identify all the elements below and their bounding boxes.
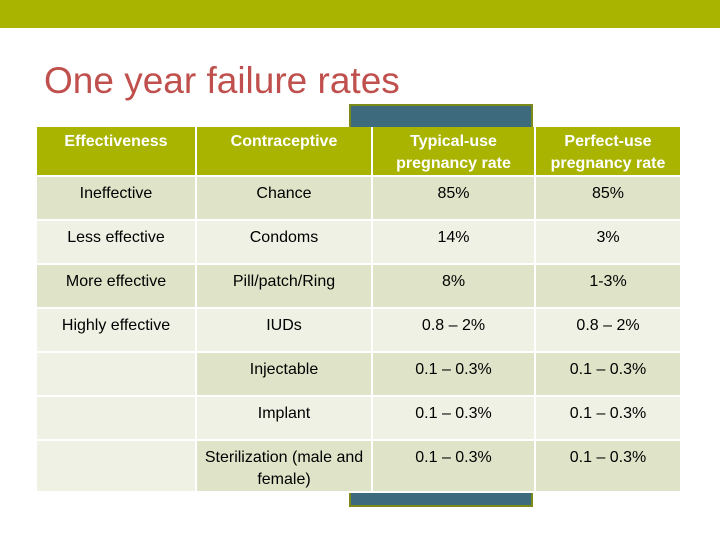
cell-effectiveness: More effective — [37, 265, 197, 309]
cell-contraceptive: Condoms — [197, 221, 373, 265]
cell-typical: 0.8 – 2% — [373, 309, 536, 353]
cell-perfect: 0.8 – 2% — [536, 309, 682, 353]
cell-typical: 8% — [373, 265, 536, 309]
slide-title: One year failure rates — [44, 60, 400, 101]
header-effectiveness: Effectiveness — [37, 127, 197, 177]
table-header-row: Effectiveness Contraceptive Typical-use … — [37, 127, 682, 177]
cell-contraceptive: Implant — [197, 397, 373, 441]
cell-perfect: 3% — [536, 221, 682, 265]
cell-effectiveness: Ineffective — [37, 177, 197, 221]
table-row: Highly effective IUDs 0.8 – 2% 0.8 – 2% — [37, 309, 682, 353]
cell-effectiveness — [37, 353, 197, 397]
cell-typical: 0.1 – 0.3% — [373, 353, 536, 397]
table-row: Injectable 0.1 – 0.3% 0.1 – 0.3% — [37, 353, 682, 397]
cell-effectiveness — [37, 441, 197, 493]
cell-contraceptive: Injectable — [197, 353, 373, 397]
cell-typical: 85% — [373, 177, 536, 221]
table-row: More effective Pill/patch/Ring 8% 1-3% — [37, 265, 682, 309]
header-contraceptive: Contraceptive — [197, 127, 373, 177]
cell-effectiveness: Less effective — [37, 221, 197, 265]
top-accent-bar — [0, 0, 720, 28]
table-row: Sterilization (male and female) 0.1 – 0.… — [37, 441, 682, 493]
cell-effectiveness: Highly effective — [37, 309, 197, 353]
header-typical-use: Typical-use pregnancy rate — [373, 127, 536, 177]
table-row: Ineffective Chance 85% 85% — [37, 177, 682, 221]
table-row: Implant 0.1 – 0.3% 0.1 – 0.3% — [37, 397, 682, 441]
header-perfect-use: Perfect-use pregnancy rate — [536, 127, 682, 177]
table-row: Less effective Condoms 14% 3% — [37, 221, 682, 265]
cell-perfect: 1-3% — [536, 265, 682, 309]
cell-typical: 0.1 – 0.3% — [373, 441, 536, 493]
cell-perfect: 0.1 – 0.3% — [536, 397, 682, 441]
cell-effectiveness — [37, 397, 197, 441]
failure-rates-table: Effectiveness Contraceptive Typical-use … — [37, 127, 682, 493]
cell-perfect: 85% — [536, 177, 682, 221]
cell-perfect: 0.1 – 0.3% — [536, 353, 682, 397]
cell-typical: 14% — [373, 221, 536, 265]
cell-contraceptive: IUDs — [197, 309, 373, 353]
cell-contraceptive: Sterilization (male and female) — [197, 441, 373, 493]
cell-perfect: 0.1 – 0.3% — [536, 441, 682, 493]
cell-contraceptive: Chance — [197, 177, 373, 221]
cell-contraceptive: Pill/patch/Ring — [197, 265, 373, 309]
cell-typical: 0.1 – 0.3% — [373, 397, 536, 441]
